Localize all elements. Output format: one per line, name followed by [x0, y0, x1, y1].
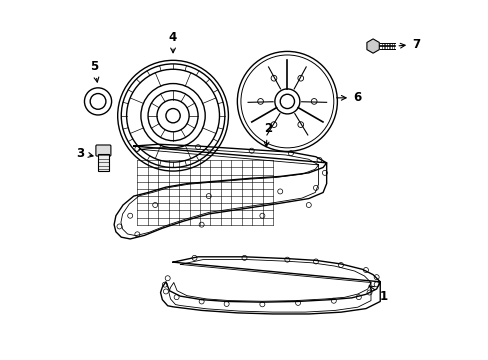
- Text: 4: 4: [168, 31, 177, 53]
- Text: 1: 1: [368, 286, 387, 303]
- Text: 6: 6: [336, 91, 361, 104]
- Text: 7: 7: [398, 38, 419, 51]
- Text: 5: 5: [90, 60, 99, 82]
- Text: 2: 2: [263, 122, 271, 147]
- FancyBboxPatch shape: [96, 145, 111, 156]
- Bar: [98, 154, 108, 171]
- Polygon shape: [366, 39, 379, 53]
- Text: 3: 3: [76, 147, 93, 160]
